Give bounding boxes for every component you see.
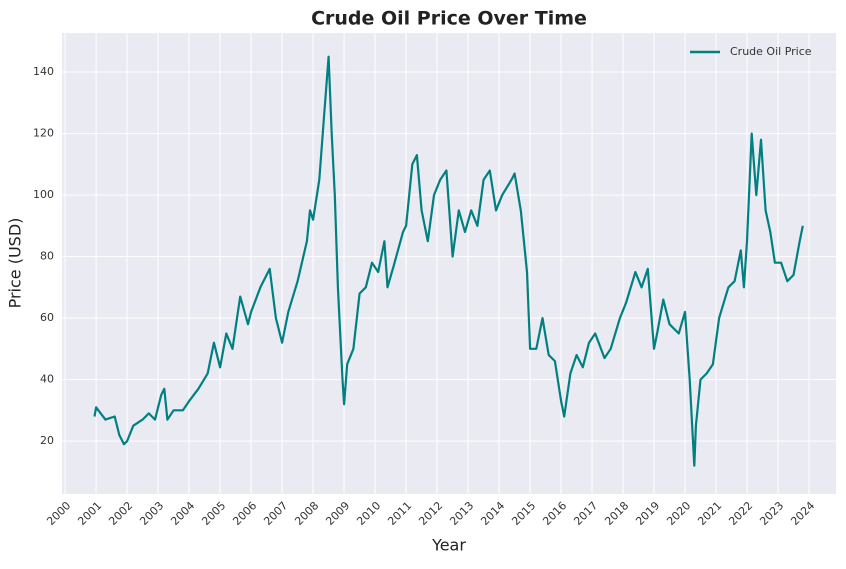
y-tick-label: 20 [40, 434, 54, 447]
data-line [93, 55, 804, 467]
x-tick-label: 2023 [757, 499, 786, 528]
x-tick-label: 2005 [199, 499, 228, 528]
x-tick-label: 2000 [44, 499, 73, 528]
x-tick-label: 2007 [261, 499, 290, 528]
x-tick-label: 2002 [106, 499, 135, 528]
y-tick-label: 80 [40, 250, 54, 263]
x-tick-label: 2003 [137, 499, 166, 528]
legend-label: Crude Oil Price [730, 45, 812, 58]
y-tick-label: 100 [33, 188, 54, 201]
x-tick-label: 2014 [478, 499, 507, 528]
x-tick-label: 2017 [571, 499, 600, 528]
x-tick-label: 2019 [633, 499, 662, 528]
x-axis-label: Year [431, 536, 466, 555]
x-tick-label: 2016 [540, 499, 569, 528]
plot-area [62, 33, 836, 494]
x-tick-label: 2012 [416, 499, 445, 528]
x-tick-label: 2022 [726, 499, 755, 528]
y-axis-label: Price (USD) [6, 218, 25, 309]
x-tick-label: 2004 [168, 499, 197, 528]
x-tick-label: 2018 [602, 499, 631, 528]
grid [62, 33, 836, 494]
x-tick-label: 2021 [695, 499, 724, 528]
y-tick-label: 120 [33, 127, 54, 140]
y-tick-label: 40 [40, 373, 54, 386]
x-tick-label: 2015 [509, 499, 538, 528]
x-tick-label: 2008 [292, 499, 321, 528]
x-tick-label: 2009 [323, 499, 352, 528]
y-tick-label: 140 [33, 65, 54, 78]
x-tick-label: 2001 [75, 499, 104, 528]
x-tick-label: 2020 [664, 499, 693, 528]
y-tick-label: 60 [40, 311, 54, 324]
x-tick-label: 2006 [230, 499, 259, 528]
x-tick-label: 2024 [788, 499, 817, 528]
x-tick-label: 2013 [447, 499, 476, 528]
x-tick-label: 2011 [385, 499, 414, 528]
x-tick-label: 2010 [354, 499, 383, 528]
chart-title: Crude Oil Price Over Time [311, 8, 587, 30]
